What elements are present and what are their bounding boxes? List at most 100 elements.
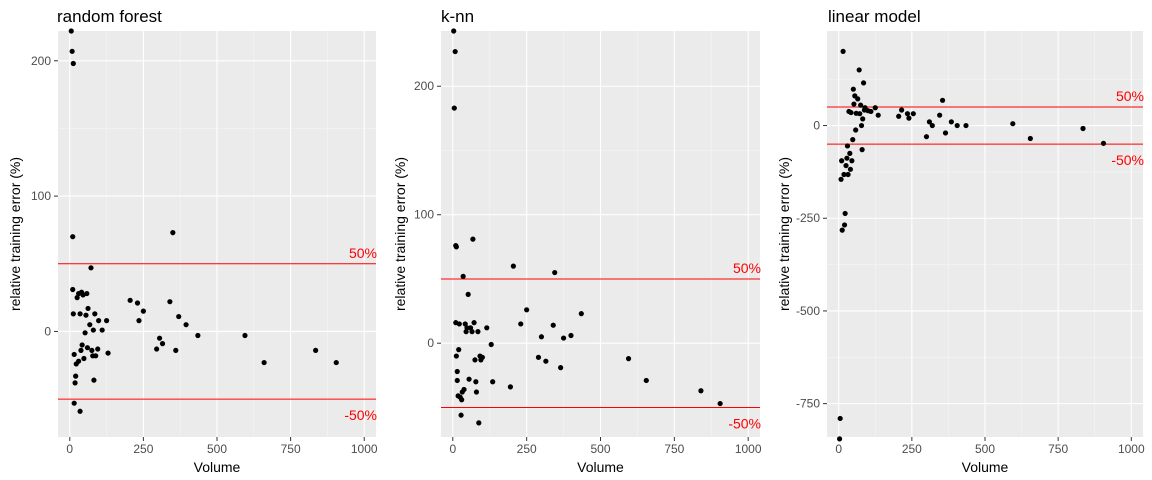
data-point: [841, 171, 847, 178]
data-point: [518, 321, 524, 327]
data-point: [454, 377, 460, 384]
data-point: [1027, 135, 1033, 142]
data-point: [70, 234, 76, 240]
data-point: [858, 102, 864, 108]
data-point: [72, 380, 78, 386]
data-point: [837, 415, 843, 422]
data-point: [836, 436, 843, 442]
data-point: [167, 299, 173, 305]
data-point: [313, 347, 319, 353]
data-point: [154, 346, 160, 352]
data-point: [850, 86, 856, 92]
lower-threshold-label: -50%: [728, 415, 761, 431]
data-point: [159, 341, 166, 347]
data-point: [461, 386, 467, 393]
data-point: [844, 155, 850, 161]
data-point: [70, 60, 76, 67]
data-point: [79, 342, 85, 348]
x-tick-label: 500: [207, 442, 227, 456]
data-point: [87, 322, 93, 328]
data-point: [82, 330, 88, 336]
data-point: [899, 107, 905, 113]
x-tick-label: 0: [449, 442, 456, 456]
x-tick-label: 1000: [1118, 442, 1145, 456]
data-point: [840, 48, 846, 54]
data-point: [543, 358, 549, 364]
data-point: [77, 408, 83, 414]
data-point: [473, 379, 479, 385]
data-point: [183, 322, 189, 328]
data-point: [460, 273, 466, 279]
data-point: [451, 105, 457, 111]
chart-panel-2: 0 250 500 750 1000 -750 -500 -250 0 50% -50% linear…: [776, 7, 1145, 475]
y-tick-label: 100: [31, 189, 51, 203]
data-point: [939, 97, 946, 103]
data-point: [452, 48, 458, 55]
data-point: [937, 112, 943, 118]
data-point: [73, 373, 79, 379]
data-point: [476, 420, 482, 426]
data-point: [156, 335, 163, 341]
x-tick-label: 1000: [351, 442, 378, 456]
data-point: [535, 354, 542, 360]
x-axis-title: Volume: [962, 459, 1009, 475]
data-point: [84, 345, 91, 351]
data-point: [96, 318, 102, 324]
data-point: [855, 96, 861, 102]
data-point: [70, 311, 76, 317]
data-point: [91, 377, 97, 383]
plot-title: random forest: [57, 7, 162, 26]
data-point: [69, 48, 75, 54]
data-point: [136, 318, 142, 324]
data-point: [459, 397, 465, 403]
data-point: [89, 347, 95, 353]
data-point: [93, 353, 99, 359]
data-point: [858, 122, 865, 129]
data-point: [841, 222, 848, 228]
data-point: [853, 127, 859, 133]
x-tick-label: 750: [281, 442, 301, 456]
data-point: [844, 143, 851, 149]
data-point: [472, 357, 478, 363]
data-point: [78, 347, 84, 353]
data-point: [560, 335, 567, 341]
chart-panel-1: 0 250 500 750 1000 0 100 200 50% -50% k-nn Volume re…: [392, 7, 762, 475]
x-tick-label: 250: [517, 442, 537, 456]
x-tick-label: 750: [664, 442, 684, 456]
data-point: [923, 134, 930, 140]
data-point: [74, 295, 80, 301]
data-point: [859, 147, 865, 153]
data-point: [95, 346, 101, 352]
data-point: [453, 353, 459, 359]
data-point: [88, 265, 94, 271]
data-point: [717, 400, 723, 407]
data-point: [71, 351, 77, 358]
data-point: [127, 297, 133, 303]
data-point: [484, 325, 490, 331]
data-point: [904, 111, 911, 117]
data-point: [453, 244, 459, 250]
data-point: [558, 365, 564, 371]
data-point: [926, 119, 933, 125]
data-point: [92, 311, 98, 317]
data-point: [81, 355, 87, 362]
data-point: [469, 329, 475, 335]
data-point: [860, 116, 866, 122]
data-point: [698, 388, 704, 394]
x-tick-label: 0: [66, 442, 73, 456]
plot-title: k-nn: [441, 7, 474, 26]
data-point: [1100, 140, 1107, 146]
data-point: [261, 359, 267, 366]
y-tick-label: 100: [414, 208, 434, 222]
data-point: [843, 162, 849, 169]
data-point: [857, 111, 863, 117]
data-point: [134, 300, 141, 306]
data-point: [510, 263, 516, 269]
data-point: [83, 312, 89, 318]
data-point: [242, 332, 248, 339]
x-tick-label: 0: [835, 442, 842, 456]
data-point: [625, 356, 632, 362]
data-point: [851, 101, 857, 107]
data-point: [872, 105, 878, 111]
